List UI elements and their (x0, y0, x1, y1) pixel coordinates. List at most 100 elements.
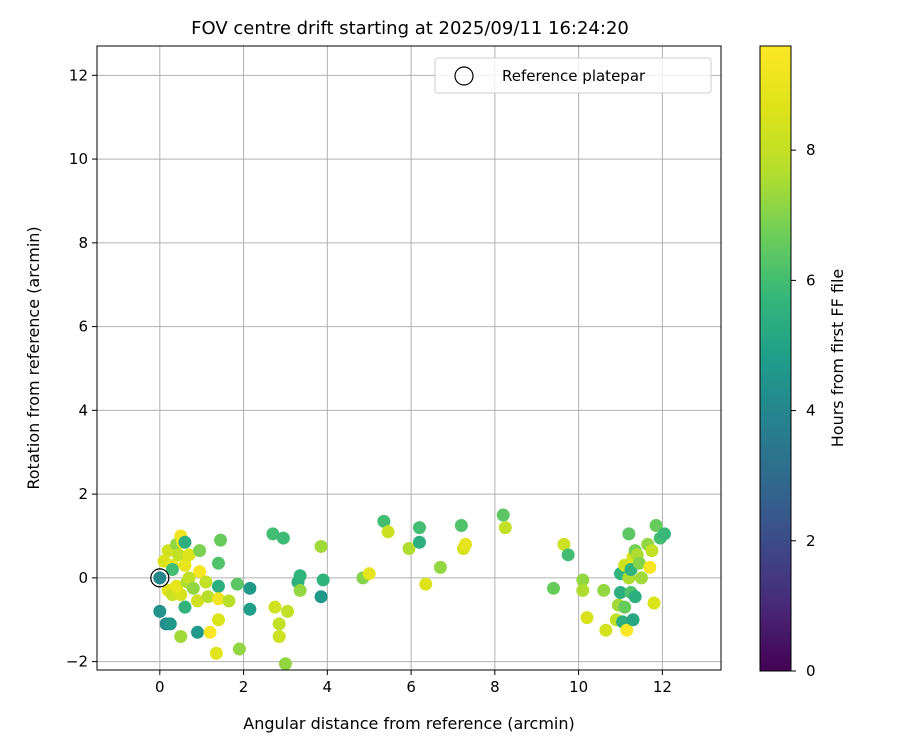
data-point (211, 592, 225, 606)
chart-title: FOV centre drift starting at 2025/09/11 … (191, 18, 629, 39)
data-point (649, 519, 663, 533)
legend-entry-label: Reference platepar (502, 67, 646, 85)
data-point (613, 586, 627, 600)
data-point (412, 535, 426, 549)
data-point (199, 575, 213, 589)
y-tick-label: 2 (78, 485, 88, 503)
data-point (314, 539, 328, 553)
x-tick-label: 2 (239, 678, 249, 696)
data-point (203, 625, 217, 639)
data-point (193, 544, 207, 558)
data-point (170, 579, 184, 593)
legend-marker-open-circle (454, 66, 474, 86)
data-point (153, 604, 167, 618)
data-point (232, 642, 246, 656)
data-point (209, 646, 223, 660)
data-point (268, 600, 282, 614)
data-point (191, 625, 205, 639)
data-point (412, 521, 426, 535)
data-point (381, 525, 395, 539)
y-tick-label: 12 (69, 66, 88, 84)
colorbar-tick-label: 6 (806, 271, 816, 289)
data-points (153, 508, 671, 670)
colorbar-gradient (759, 45, 792, 672)
data-point (647, 596, 661, 610)
data-point (272, 617, 286, 631)
data-point (622, 527, 636, 541)
data-point (362, 567, 376, 581)
data-point (174, 629, 188, 643)
data-point (634, 571, 648, 585)
x-tick-label: 4 (323, 678, 333, 696)
data-point (620, 623, 634, 637)
y-tick-label: 0 (78, 569, 88, 587)
y-axis-ticks: −2 0 2 4 6 8 10 12 (66, 66, 97, 671)
colorbar-label: Hours from first FF file (828, 269, 847, 448)
reference-platepar-marker (150, 568, 170, 588)
data-point (546, 581, 560, 595)
data-point (243, 581, 257, 595)
data-point (597, 583, 611, 597)
data-point (459, 537, 473, 551)
data-point (576, 573, 590, 587)
data-point (377, 514, 391, 528)
data-point (278, 657, 292, 670)
data-point (628, 590, 642, 604)
data-point (214, 533, 228, 547)
data-point (182, 548, 196, 562)
colorbar: 0 2 4 6 8 Hours from first FF file (759, 45, 847, 680)
data-point (657, 527, 671, 541)
x-tick-label: 0 (155, 678, 165, 696)
colorbar-tick-label: 0 (806, 662, 816, 680)
data-point (643, 560, 657, 574)
data-point (498, 521, 512, 535)
data-point (153, 571, 167, 585)
data-point (632, 556, 646, 570)
data-point (626, 613, 640, 627)
y-tick-label: 8 (78, 234, 88, 252)
data-point (314, 590, 328, 604)
data-point (186, 581, 200, 595)
plot-frame (96, 45, 722, 671)
y-tick-label: −2 (66, 653, 88, 671)
data-point (165, 562, 179, 576)
y-axis-label: Rotation from reference (arcmin) (24, 226, 43, 489)
data-point (191, 594, 205, 608)
colorbar-tick-label: 8 (806, 141, 816, 159)
data-point (172, 548, 186, 562)
data-point (576, 583, 590, 597)
data-point (316, 573, 330, 587)
data-point (599, 623, 613, 637)
grid-lines (97, 46, 721, 670)
colorbar-tick-label: 2 (806, 532, 816, 550)
y-tick-label: 4 (78, 401, 88, 419)
data-point (433, 560, 447, 574)
data-point (178, 600, 192, 614)
data-point (211, 579, 225, 593)
data-point (402, 542, 416, 556)
data-point (178, 535, 192, 549)
legend: Reference platepar (434, 57, 712, 94)
x-tick-label: 6 (406, 678, 416, 696)
data-point (276, 531, 290, 545)
y-tick-label: 6 (78, 318, 88, 336)
x-axis-label: Angular distance from reference (arcmin) (243, 714, 574, 733)
x-tick-label: 10 (569, 678, 588, 696)
data-point (272, 629, 286, 643)
data-point (281, 604, 295, 618)
reference-marker (150, 568, 170, 588)
data-point (182, 571, 196, 585)
data-point (645, 544, 659, 558)
data-point (201, 590, 215, 604)
data-point (163, 617, 177, 631)
data-point (243, 602, 257, 616)
data-point (266, 527, 280, 541)
colorbar-ticks: 0 2 4 6 8 (791, 141, 816, 680)
data-point (293, 569, 307, 583)
data-point (193, 565, 207, 579)
data-point (496, 508, 510, 522)
data-point (618, 600, 632, 614)
data-point (561, 548, 575, 562)
data-point (454, 519, 468, 533)
